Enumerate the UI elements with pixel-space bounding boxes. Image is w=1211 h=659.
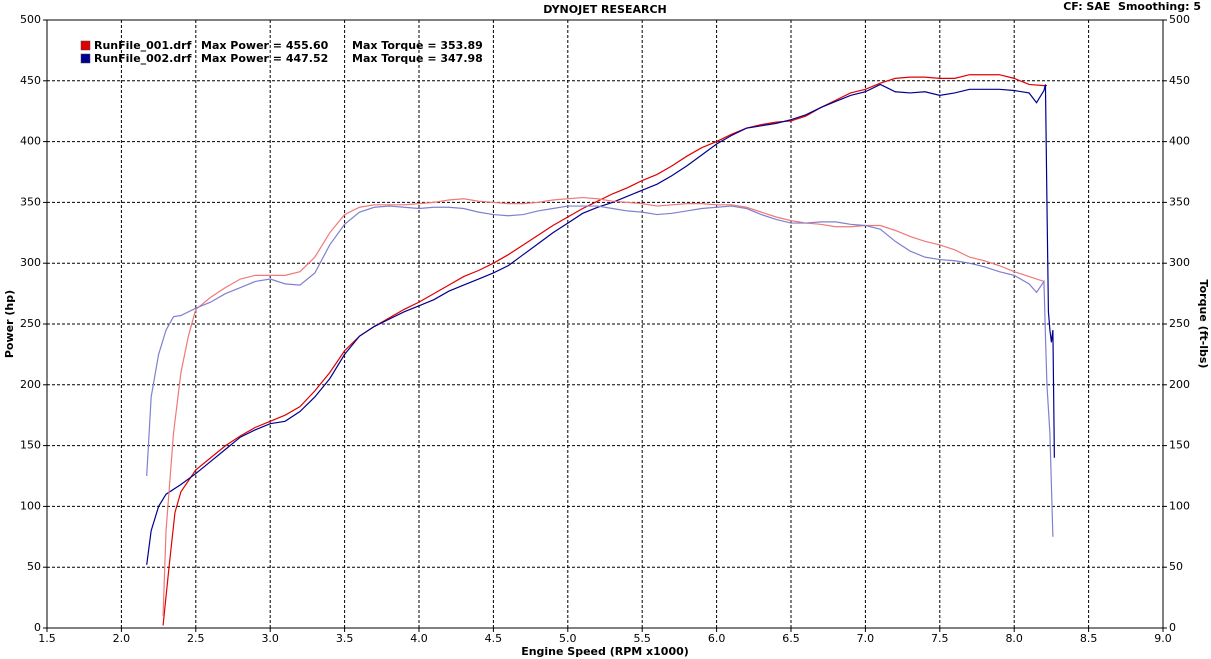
y2-tick-label: 450 xyxy=(1169,74,1190,87)
y-axis-label: Power (hp) xyxy=(3,290,16,358)
series-line xyxy=(162,74,1047,626)
x-tick-label: 6.0 xyxy=(708,632,726,645)
y-tick-label: 250 xyxy=(20,317,41,330)
legend-max-torque: Max Torque = 347.98 xyxy=(352,52,483,65)
y2-tick-label: 250 xyxy=(1169,317,1190,330)
x-tick-label: 5.0 xyxy=(559,632,577,645)
x-tick-label: 8.0 xyxy=(1005,632,1023,645)
y2-tick-label: 150 xyxy=(1169,439,1190,452)
y2-tick-label: 500 xyxy=(1169,13,1190,26)
y-tick-label: 200 xyxy=(20,378,41,391)
y-tick-label: 50 xyxy=(27,560,41,573)
y2-axis-label: Torque (ft-lbs) xyxy=(1197,280,1210,369)
y-tick-label: 100 xyxy=(20,499,41,512)
y-tick-label: 150 xyxy=(20,439,41,452)
y2-tick-label: 300 xyxy=(1169,256,1190,269)
x-axis-label: Engine Speed (RPM x1000) xyxy=(521,645,689,658)
x-tick-label: 7.0 xyxy=(857,632,875,645)
y-tick-label: 500 xyxy=(20,13,41,26)
y2-tick-label: 0 xyxy=(1169,621,1176,634)
legend-swatch xyxy=(80,40,91,51)
series-line xyxy=(146,205,1054,537)
legend-swatch xyxy=(80,53,91,64)
chart-title: DYNOJET RESEARCH xyxy=(543,3,666,16)
series-line xyxy=(146,83,1055,565)
x-tick-label: 4.0 xyxy=(410,632,428,645)
legend-max-power: Max Power = 447.52 xyxy=(201,52,328,65)
series-line xyxy=(162,196,1045,616)
y2-tick-label: 50 xyxy=(1169,560,1183,573)
x-tick-label: 3.0 xyxy=(261,632,279,645)
x-tick-label: 3.5 xyxy=(336,632,354,645)
x-tick-label: 5.5 xyxy=(633,632,651,645)
x-tick-label: 1.5 xyxy=(38,632,56,645)
legend-max-torque: Max Torque = 353.89 xyxy=(352,39,483,52)
y-tick-label: 300 xyxy=(20,256,41,269)
x-tick-label: 6.5 xyxy=(782,632,800,645)
y-tick-label: 400 xyxy=(20,135,41,148)
y2-tick-label: 100 xyxy=(1169,499,1190,512)
x-tick-label: 4.5 xyxy=(485,632,503,645)
chart-subtitle: CF: SAE Smoothing: 5 xyxy=(1063,0,1201,13)
y2-tick-label: 350 xyxy=(1169,195,1190,208)
x-tick-label: 9.0 xyxy=(1154,632,1172,645)
x-tick-label: 8.5 xyxy=(1080,632,1098,645)
y-tick-label: 350 xyxy=(20,195,41,208)
y-tick-label: 0 xyxy=(34,621,41,634)
y2-tick-label: 200 xyxy=(1169,378,1190,391)
plot-frame xyxy=(46,19,1164,629)
legend-label: RunFile_002.drf xyxy=(94,52,192,65)
y-tick-label: 450 xyxy=(20,74,41,87)
x-tick-label: 2.0 xyxy=(113,632,131,645)
y2-tick-label: 400 xyxy=(1169,135,1190,148)
x-tick-label: 2.5 xyxy=(187,632,205,645)
legend-max-power: Max Power = 455.60 xyxy=(201,39,329,52)
x-tick-label: 7.5 xyxy=(931,632,949,645)
legend-label: RunFile_001.drf xyxy=(94,39,192,52)
